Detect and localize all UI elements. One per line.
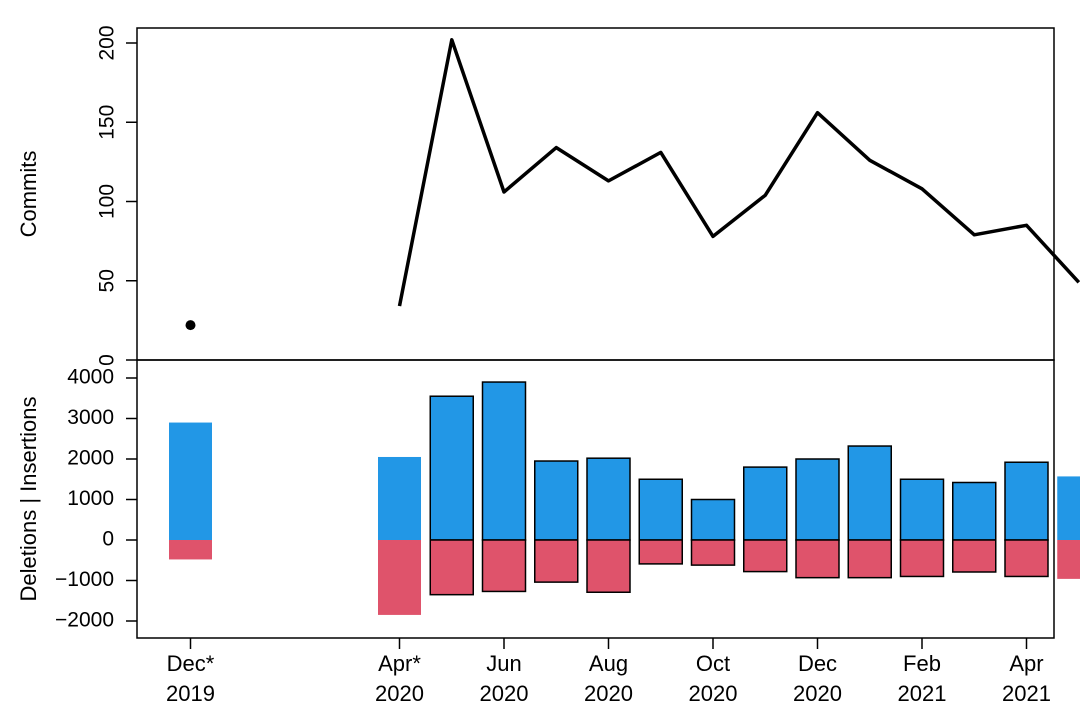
insertions-bar — [429, 395, 474, 541]
insertions-bar — [638, 478, 683, 541]
deletions-bar — [1004, 539, 1049, 578]
changes-y-axis: −2000 −1000 0 1000 2000 3000 4000 — [55, 366, 137, 632]
commits-tick-label: 0 — [96, 354, 119, 366]
month-label: Jun — [486, 651, 521, 676]
commits-tick-label: 200 — [96, 25, 119, 60]
insertions-bar — [690, 498, 736, 541]
year-label: 2020 — [793, 681, 842, 706]
commits-tick-label: 150 — [96, 105, 119, 140]
deletions-bar — [952, 539, 997, 573]
month-label: Dec — [798, 651, 837, 676]
insertions-bar — [534, 460, 579, 541]
deletions-bar — [847, 539, 892, 579]
commits-series — [185, 38, 1080, 331]
deletions-bar — [1057, 540, 1080, 579]
insertions-bar — [169, 422, 212, 540]
changes-tick-label: 3000 — [67, 406, 114, 429]
commits-tick-label: 50 — [96, 269, 119, 292]
month-label: Dec* — [167, 651, 215, 676]
commits-panel: 0 50 100 150 200 Commits — [16, 25, 1080, 366]
year-label: 2021 — [898, 681, 947, 706]
deletions-bar — [534, 539, 579, 583]
insertions-bar — [1004, 461, 1049, 541]
changes-tick-label: 0 — [102, 528, 114, 551]
year-label: 2020 — [480, 681, 529, 706]
deletions-bar — [169, 540, 212, 560]
changes-tick-label: −1000 — [55, 568, 114, 591]
year-label: 2020 — [584, 681, 633, 706]
deletions-bar — [899, 539, 945, 578]
deletions-bar — [429, 539, 474, 596]
year-label: 2020 — [375, 681, 424, 706]
deletions-bar — [743, 539, 788, 573]
year-label: 2019 — [166, 681, 215, 706]
insertions-bar — [586, 457, 631, 541]
changes-tick-label: −2000 — [55, 609, 114, 632]
commits-line — [397, 38, 1080, 307]
changes-tick-label: 4000 — [67, 366, 114, 389]
insertions-bar — [795, 458, 840, 541]
deletions-bar — [638, 539, 683, 565]
commits-axis-title: Commits — [16, 151, 41, 238]
deletions-bar — [795, 539, 840, 579]
year-label: 2021 — [1002, 681, 1051, 706]
changes-panel: −2000 −1000 0 1000 2000 3000 4000 Deletions | … — [16, 359, 1080, 639]
commits-panel-frame — [136, 27, 1055, 361]
commits-y-axis: 0 50 100 150 200 — [96, 25, 137, 366]
month-axis: Dec* 2019 Apr* 2020 Jun 2020 Aug 2020 Oct 2020 Dec… — [166, 638, 1051, 706]
deletions-bar — [378, 540, 421, 615]
insertions-bar — [481, 381, 527, 541]
commits-tick-label: 100 — [96, 184, 119, 219]
changes-axis-title: Deletions | Insertions — [16, 396, 41, 601]
changes-tick-label: 2000 — [67, 447, 114, 470]
deletions-bar — [586, 539, 631, 593]
insertions-bar — [847, 445, 892, 541]
month-label: Apr — [1009, 651, 1043, 676]
insertions-bar — [743, 466, 788, 541]
deletions-bar — [481, 539, 527, 593]
insertions-bar — [952, 481, 997, 541]
insertions-bar — [1057, 476, 1080, 540]
month-label: Apr* — [378, 651, 421, 676]
year-label: 2020 — [689, 681, 738, 706]
deletions-bar — [690, 539, 736, 566]
month-label: Aug — [589, 651, 628, 676]
changes-bars — [169, 381, 1080, 615]
month-label: Feb — [903, 651, 941, 676]
insertions-bar — [899, 478, 945, 541]
commits-point — [185, 320, 196, 331]
month-label: Oct — [696, 651, 730, 676]
changes-tick-label: 1000 — [67, 487, 114, 510]
insertions-bar — [378, 456, 421, 540]
